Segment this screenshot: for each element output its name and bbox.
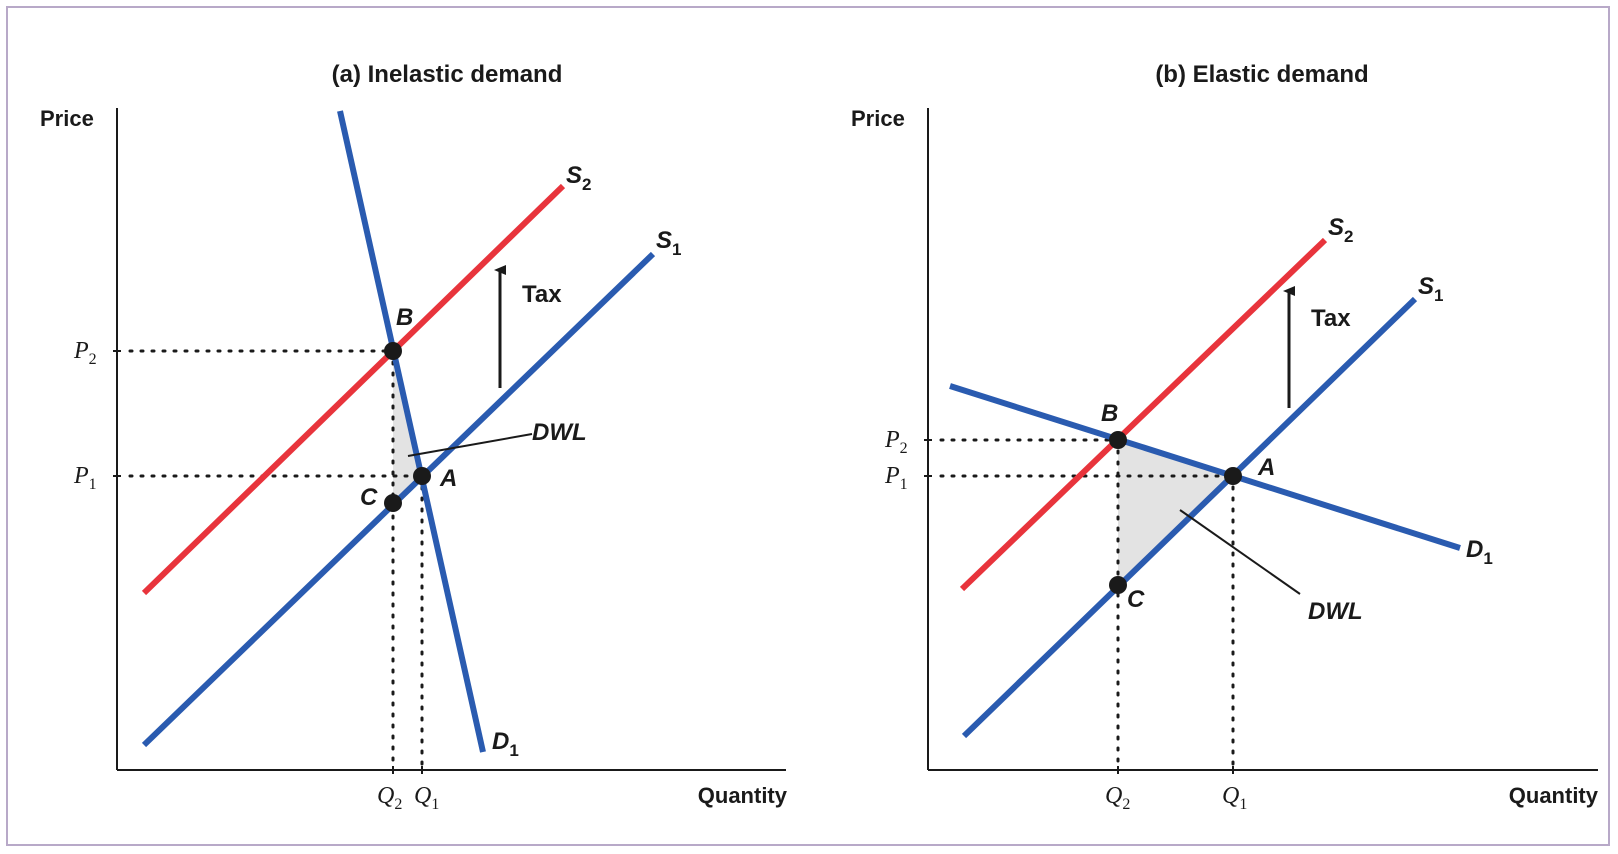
panel-b-q2-sub: 2 xyxy=(1122,796,1130,813)
panel-a-s2-label: S2 xyxy=(566,162,591,194)
panel-a-d1-letter: D xyxy=(492,728,509,755)
panel-b-point-b-label: B xyxy=(1101,400,1118,427)
panel-a-p2-letter: P xyxy=(73,338,89,364)
panel-a-d1-sub: 1 xyxy=(509,741,518,760)
panel-a-point-c xyxy=(384,494,402,512)
panel-a-dwl-leader xyxy=(407,433,533,457)
panel-b-p2-letter: P xyxy=(884,427,900,453)
panel-a-supply-s2-line xyxy=(141,183,566,596)
panel-a-q1-label: Q1 xyxy=(414,783,439,813)
panel-a-d1-label: D1 xyxy=(492,728,519,760)
panel-b-point-b xyxy=(1109,431,1127,449)
panel-b-d1-label: D1 xyxy=(1466,536,1493,568)
panel-b-point-a-label: A xyxy=(1257,454,1275,481)
panel-a-title: (a) Inelastic demand xyxy=(332,61,563,88)
panel-b-p2-label: P2 xyxy=(884,427,908,457)
panel-b-s1-sub: 1 xyxy=(1434,286,1443,305)
panel-a-tax-label: Tax xyxy=(522,281,562,308)
panel-b: (b) Elastic demand Price Quantity Tax DW… xyxy=(851,61,1599,813)
panel-a-dwl-label: DWL xyxy=(532,419,587,446)
panel-b-demand-d1-line xyxy=(949,383,1461,551)
panel-a-p2-sub: 2 xyxy=(89,351,97,368)
panel-b-tax-label: Tax xyxy=(1311,305,1351,332)
panel-b-p1-letter: P xyxy=(884,463,900,489)
panel-b-q1-letter: Q xyxy=(1222,783,1239,809)
panel-a-p1-label: P1 xyxy=(73,463,97,493)
panel-a-s2-letter: S xyxy=(566,162,582,189)
panel-a-point-b xyxy=(384,342,402,360)
panel-b-d1-sub: 1 xyxy=(1483,549,1492,568)
panel-a-q1-sub: 1 xyxy=(431,796,439,813)
panel-a-q2-letter: Q xyxy=(377,783,394,809)
panel-b-dwl-label: DWL xyxy=(1308,598,1363,625)
panel-b-p1-label: P1 xyxy=(884,463,908,493)
panel-b-y-axis-label: Price xyxy=(851,106,905,131)
panel-b-point-a xyxy=(1224,467,1242,485)
panel-b-s2-letter: S xyxy=(1328,214,1344,241)
panel-b-x-axis-label: Quantity xyxy=(1509,783,1599,808)
panel-a-p1-sub: 1 xyxy=(89,476,97,493)
panel-a-q1-letter: Q xyxy=(414,783,431,809)
panel-b-point-c-label: C xyxy=(1127,586,1145,613)
panel-a: (a) Inelastic demand Price Quantity Tax … xyxy=(40,61,788,813)
panel-a-q2-label: Q2 xyxy=(377,783,402,813)
panel-a-x-axis-label: Quantity xyxy=(698,783,788,808)
panel-a-point-b-label: B xyxy=(396,304,413,331)
panel-a-point-a xyxy=(413,467,431,485)
panel-b-p1-sub: 1 xyxy=(900,476,908,493)
panel-a-point-c-label: C xyxy=(360,484,378,511)
panel-b-q2-label: Q2 xyxy=(1105,783,1130,813)
panel-b-d1-letter: D xyxy=(1466,536,1483,563)
panel-b-q1-sub: 1 xyxy=(1239,796,1247,813)
panel-a-y-axis-label: Price xyxy=(40,106,94,131)
panel-b-dwl-area xyxy=(1118,440,1233,585)
panel-a-point-a-label: A xyxy=(439,465,457,492)
panel-b-q2-letter: Q xyxy=(1105,783,1122,809)
panel-a-q2-sub: 2 xyxy=(394,796,402,813)
panel-a-s1-label: S1 xyxy=(656,227,681,259)
panel-a-s1-sub: 1 xyxy=(672,240,681,259)
panel-b-title: (b) Elastic demand xyxy=(1155,61,1368,88)
panel-b-q1-label: Q1 xyxy=(1222,783,1247,813)
panel-b-p2-sub: 2 xyxy=(900,440,908,457)
figure-frame xyxy=(6,6,1610,846)
panel-b-supply-s2-line xyxy=(959,237,1328,592)
panel-a-s2-sub: 2 xyxy=(582,175,591,194)
panel-b-point-c xyxy=(1109,576,1127,594)
panel-a-p1-letter: P xyxy=(73,463,89,489)
panel-b-s1-label: S1 xyxy=(1418,273,1443,305)
panel-a-demand-d1-line xyxy=(337,110,486,753)
panel-b-s2-sub: 2 xyxy=(1344,227,1353,246)
panel-b-s2-label: S2 xyxy=(1328,214,1353,246)
panel-a-p2-label: P2 xyxy=(73,338,97,368)
panel-b-s1-letter: S xyxy=(1418,273,1434,300)
panel-a-s1-letter: S xyxy=(656,227,672,254)
panel-b-dwl-leader xyxy=(1179,509,1301,595)
